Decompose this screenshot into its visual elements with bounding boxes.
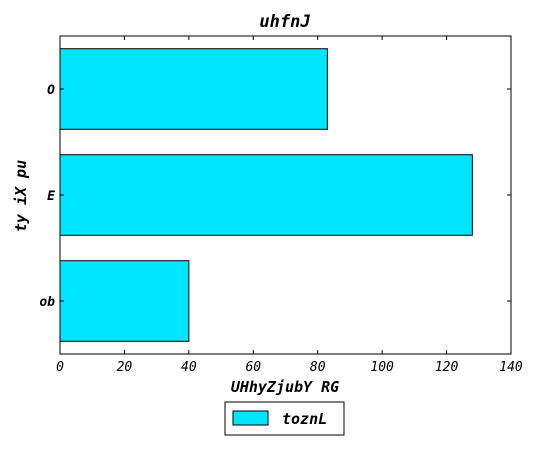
- plot-area: 0 20 40 60 80 100 120 140 ob E O: [39, 35, 523, 375]
- legend: toznL: [224, 401, 345, 436]
- x-tick-label-80: 80: [310, 360, 326, 375]
- y-tick-label-ob: ob: [39, 295, 55, 310]
- y-axis-label: ty iX pu: [12, 160, 30, 232]
- x-tick-label-0: 0: [56, 360, 64, 375]
- bar-O: [59, 48, 328, 130]
- x-tick-label-120: 120: [435, 360, 459, 375]
- y-tick-label-E: E: [47, 189, 55, 204]
- x-tick-label-100: 100: [370, 360, 394, 375]
- legend-label: toznL: [282, 410, 327, 428]
- y-tick-label-O: O: [47, 83, 55, 98]
- bar-E: [59, 154, 473, 236]
- x-tick-label-140: 140: [499, 360, 523, 375]
- bar-ob: [59, 260, 190, 342]
- x-tick-label-40: 40: [181, 360, 197, 375]
- legend-swatch: [232, 410, 269, 426]
- x-axis-label: UHhyZjubY RG: [231, 378, 339, 396]
- x-ticks-group: 0 20 40 60 80 100 120 140: [56, 36, 523, 375]
- x-tick-label-20: 20: [117, 360, 133, 375]
- bars-group: [59, 48, 473, 342]
- chart-title: uhfnJ: [259, 12, 310, 32]
- y-ticks-group: ob E O: [39, 83, 511, 310]
- x-tick-label-60: 60: [245, 360, 261, 375]
